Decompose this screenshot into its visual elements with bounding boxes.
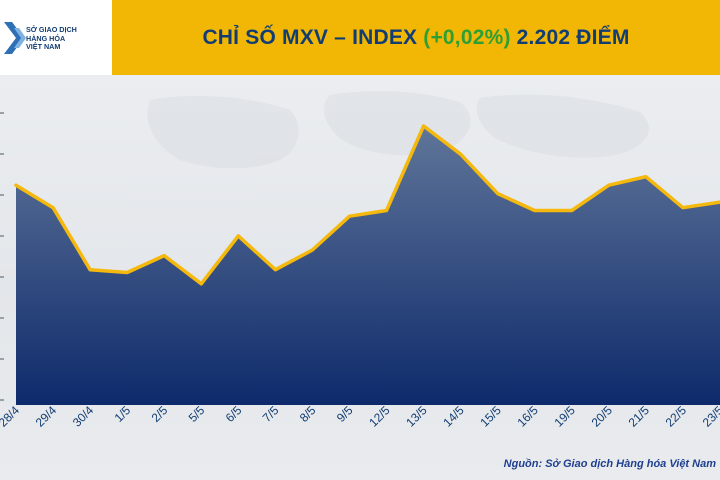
index-line xyxy=(14,124,720,286)
logo-line-3: VIỆT NAM xyxy=(26,42,61,52)
source-note: Nguồn: Sở Giao dịch Hàng hóa Việt Nam xyxy=(503,458,716,470)
x-tick-label: 5/5 xyxy=(186,403,208,425)
x-tick-label: 7/5 xyxy=(260,403,282,425)
x-tick-label: 15/5 xyxy=(477,403,504,430)
x-tick-label: 14/5 xyxy=(440,403,467,430)
x-tick-label: 2/5 xyxy=(149,403,171,425)
y-tick-mark xyxy=(0,276,4,278)
x-axis-labels: 28/4 29/4 30/4 1/5 2/5 5/5 6/5 7/5 8/5 9/5 12/5 13/… xyxy=(0,403,720,430)
x-tick-label: 12/5 xyxy=(366,403,393,430)
x-tick-label: 6/5 xyxy=(223,403,245,425)
index-area-chart: 28/4 29/4 30/4 1/5 2/5 5/5 6/5 7/5 8/5 9/5 12/5 13/… xyxy=(0,90,720,430)
x-tick-label: 30/4 xyxy=(70,403,97,430)
y-axis-tick-marks xyxy=(0,112,4,401)
index-area-fill xyxy=(16,126,720,405)
y-tick-mark xyxy=(0,194,4,196)
x-tick-label: 22/5 xyxy=(663,403,690,430)
x-tick-label: 20/5 xyxy=(589,403,616,430)
x-tick-label: 23/5 xyxy=(700,403,720,430)
x-tick-label: 19/5 xyxy=(551,403,578,430)
world-map-watermark xyxy=(147,90,649,169)
y-tick-mark xyxy=(0,317,4,319)
y-tick-mark xyxy=(0,399,4,401)
x-tick-label: 1/5 xyxy=(112,403,134,425)
title-percent-change: (+0,02%) xyxy=(423,25,511,49)
x-tick-label: 28/4 xyxy=(0,403,22,430)
x-tick-label: 21/5 xyxy=(626,403,653,430)
chart-title: CHỈ SỐ MXV – INDEX (+0,02%) 2.202 ĐIỂM xyxy=(112,0,720,75)
logo-line-1: SỞ GIAO DỊCH xyxy=(26,25,77,34)
x-tick-label: 9/5 xyxy=(334,403,356,425)
x-tick-label: 8/5 xyxy=(297,403,319,425)
x-tick-label: 13/5 xyxy=(403,403,430,430)
logo-text: SỞ GIAO DỊCH HÀNG HÓA VIỆT NAM xyxy=(26,25,110,52)
mxv-logo: SỞ GIAO DỊCH HÀNG HÓA VIỆT NAM xyxy=(0,0,112,75)
y-tick-mark xyxy=(0,112,4,114)
header-bar: SỞ GIAO DỊCH HÀNG HÓA VIỆT NAM CHỈ SỐ MX… xyxy=(0,0,720,75)
x-tick-label: 16/5 xyxy=(514,403,541,430)
x-tick-label: 29/4 xyxy=(33,403,60,430)
title-index-value: 2.202 ĐIỂM xyxy=(516,25,630,49)
logo-line-2: HÀNG HÓA xyxy=(26,33,66,43)
y-tick-mark xyxy=(0,235,4,237)
title-index-name: CHỈ SỐ MXV – INDEX xyxy=(202,25,418,49)
y-tick-mark xyxy=(0,358,4,360)
y-tick-mark xyxy=(0,153,4,155)
mxv-chevron-icon xyxy=(4,22,26,54)
